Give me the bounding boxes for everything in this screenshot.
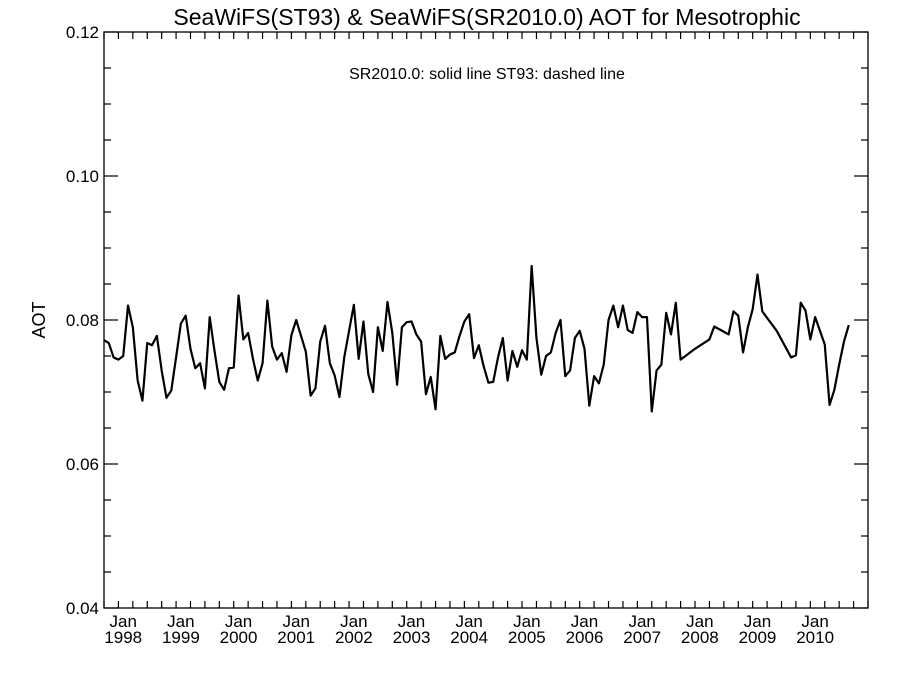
y-axis-label: AOT xyxy=(29,301,49,338)
x-tick-month: Jan xyxy=(801,612,828,631)
x-tick-label: Jan 2000 xyxy=(220,612,258,647)
x-tick-month: Jan xyxy=(225,612,252,631)
x-tick-label: Jan 2002 xyxy=(335,612,373,647)
x-tick-label: Jan 2003 xyxy=(393,612,431,647)
chart-title: SeaWiFS(ST93) & SeaWiFS(SR2010.0) AOT fo… xyxy=(173,4,800,30)
x-tick-label: Jan 2008 xyxy=(681,612,719,647)
x-tick-month: Jan xyxy=(455,612,482,631)
x-tick-month: Jan xyxy=(571,612,598,631)
x-tick-month: Jan xyxy=(513,612,540,631)
x-tick-year: 2003 xyxy=(393,628,431,647)
x-tick-month: Jan xyxy=(628,612,655,631)
x-tick-year: 2010 xyxy=(796,628,834,647)
x-tick-month: Jan xyxy=(167,612,194,631)
x-tick-year: 2007 xyxy=(623,628,661,647)
x-tick-label: Jan 1998 xyxy=(104,612,142,647)
y-tick-label: 0.12 xyxy=(66,23,99,42)
x-tick-month: Jan xyxy=(744,612,771,631)
x-tick-label: Jan 2004 xyxy=(450,612,488,647)
x-tick-month: Jan xyxy=(282,612,309,631)
y-tick-label: 0.08 xyxy=(66,311,99,330)
series-layer xyxy=(103,264,850,413)
x-tick-month: Jan xyxy=(398,612,425,631)
x-tick-year: 2004 xyxy=(450,628,488,647)
x-tick-year: 1998 xyxy=(104,628,142,647)
x-tick-year: 2000 xyxy=(220,628,258,647)
x-tick-year: 1999 xyxy=(162,628,200,647)
y-tick-label: 0.10 xyxy=(66,167,99,186)
x-tick-year: 2009 xyxy=(739,628,777,647)
y-tick-label: 0.06 xyxy=(66,455,99,474)
x-tick-label: Jan 2006 xyxy=(566,612,604,647)
x-tick-year: 2006 xyxy=(566,628,604,647)
y-axis-ticks: 0.04 0.06 0.08 0.10 0.12 xyxy=(66,23,868,618)
x-tick-year: 2002 xyxy=(335,628,373,647)
x-tick-month: Jan xyxy=(110,612,137,631)
x-tick-label: Jan 2009 xyxy=(739,612,777,647)
chart-annotation: SR2010.0: solid line ST93: dashed line xyxy=(349,66,625,83)
x-tick-year: 2005 xyxy=(508,628,546,647)
x-tick-label: Jan 2001 xyxy=(277,612,315,647)
x-tick-label: Jan 2010 xyxy=(796,612,834,647)
x-tick-month: Jan xyxy=(340,612,367,631)
x-tick-year: 2001 xyxy=(277,628,315,647)
plot-frame xyxy=(103,31,869,609)
x-tick-month: Jan xyxy=(686,612,713,631)
x-tick-year: 2008 xyxy=(681,628,719,647)
x-tick-label: Jan 2007 xyxy=(623,612,661,647)
x-tick-label: Jan 1999 xyxy=(162,612,200,647)
series-line-sr2010-0 xyxy=(103,264,850,413)
x-tick-label: Jan 2005 xyxy=(508,612,546,647)
y-tick-label: 0.04 xyxy=(66,599,99,618)
